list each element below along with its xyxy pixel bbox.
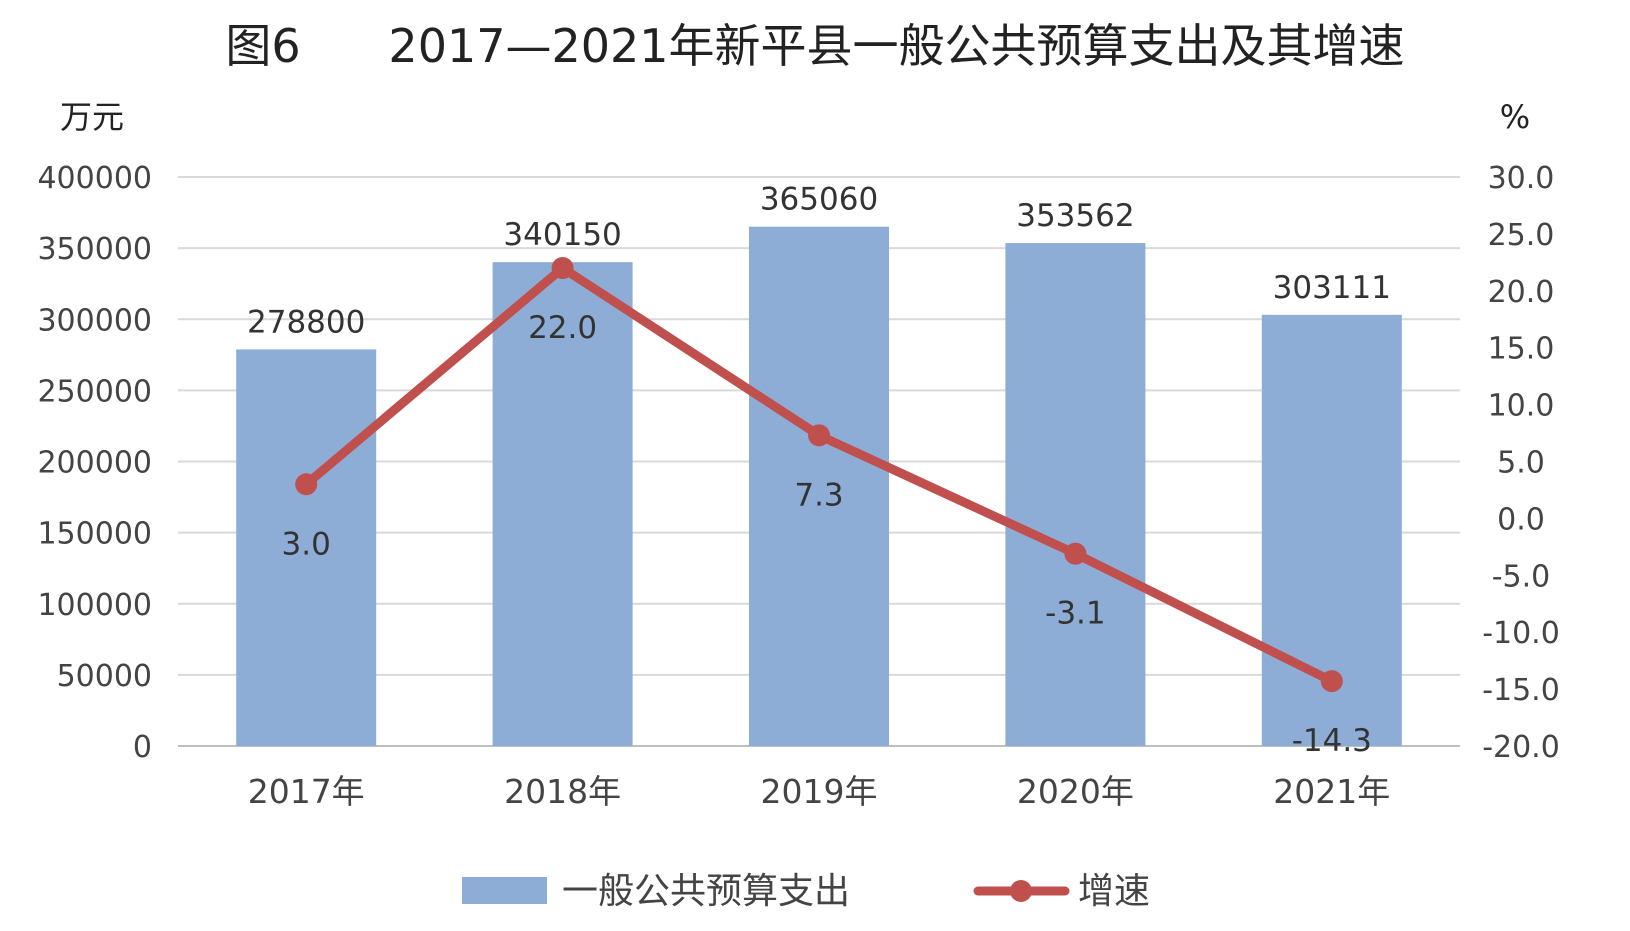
growth-point <box>1064 542 1087 565</box>
category-label: 2019年 <box>761 772 878 811</box>
axis-ticks: 0 50000 100000 150000 200000 250000 300000 3500… <box>37 161 1559 811</box>
bar <box>492 262 633 746</box>
left-tick-label: 250000 <box>37 374 152 409</box>
left-tick-label: 100000 <box>37 588 152 623</box>
growth-point <box>295 473 318 496</box>
left-tick-label: 400000 <box>37 161 152 196</box>
chart-title: 图6 2017—2021年新平县一般公共预算支出及其增速 <box>225 19 1404 73</box>
growth-point <box>808 424 830 447</box>
left-tick-label: 0 <box>133 730 152 765</box>
legend-bar-label: 一般公共预算支出 <box>562 871 850 912</box>
left-tick-label: 150000 <box>37 517 152 552</box>
bar <box>1005 243 1146 747</box>
legend-line-label: 增速 <box>1078 871 1150 912</box>
growth-value-label: -14.3 <box>1292 723 1372 759</box>
legend-line-marker <box>1010 880 1032 902</box>
right-tick-label: -10.0 <box>1482 616 1560 651</box>
growth-value-label: 7.3 <box>794 477 843 513</box>
right-tick-label: 5.0 <box>1497 446 1545 481</box>
line-series <box>295 257 1343 693</box>
right-tick-label: -15.0 <box>1482 673 1560 708</box>
bar-value-label: 340150 <box>503 217 621 253</box>
right-tick-label: 30.0 <box>1488 161 1555 196</box>
right-tick-label: 25.0 <box>1488 218 1555 253</box>
legend: 一般公共预算支出 增速 <box>462 871 1150 912</box>
category-label: 2020年 <box>1017 772 1134 811</box>
right-tick-label: 15.0 <box>1488 332 1555 367</box>
left-axis-unit: 万元 <box>60 98 124 136</box>
growth-value-label: 3.0 <box>282 526 331 562</box>
left-tick-label: 300000 <box>37 303 152 338</box>
bar-value-label: 353562 <box>1016 198 1134 234</box>
right-tick-label: 20.0 <box>1488 275 1555 310</box>
right-axis-unit: % <box>1500 98 1530 136</box>
right-tick-label: -20.0 <box>1482 730 1560 765</box>
growth-value-label: 22.0 <box>528 310 597 346</box>
category-label: 2018年 <box>504 772 621 811</box>
data-labels: 278800 340150 365060 353562 303111 3.0 22.0 7.3… <box>247 182 1391 759</box>
growth-point <box>1320 670 1343 693</box>
growth-point <box>551 257 574 280</box>
growth-value-label: -3.1 <box>1045 596 1106 632</box>
left-tick-label: 200000 <box>37 446 152 481</box>
bar-value-label: 278800 <box>247 304 365 340</box>
bar-value-label: 365060 <box>760 182 878 218</box>
bar <box>236 349 377 746</box>
bar <box>749 226 889 746</box>
legend-bar-swatch <box>462 877 547 904</box>
right-tick-label: 0.0 <box>1497 502 1545 537</box>
category-label: 2017年 <box>248 772 365 811</box>
left-tick-label: 50000 <box>57 659 152 694</box>
left-tick-label: 350000 <box>37 232 152 267</box>
bar-value-label: 303111 <box>1273 270 1391 306</box>
right-tick-label: 10.0 <box>1488 389 1555 424</box>
right-tick-label: -5.0 <box>1492 559 1551 594</box>
category-label: 2021年 <box>1273 772 1390 811</box>
